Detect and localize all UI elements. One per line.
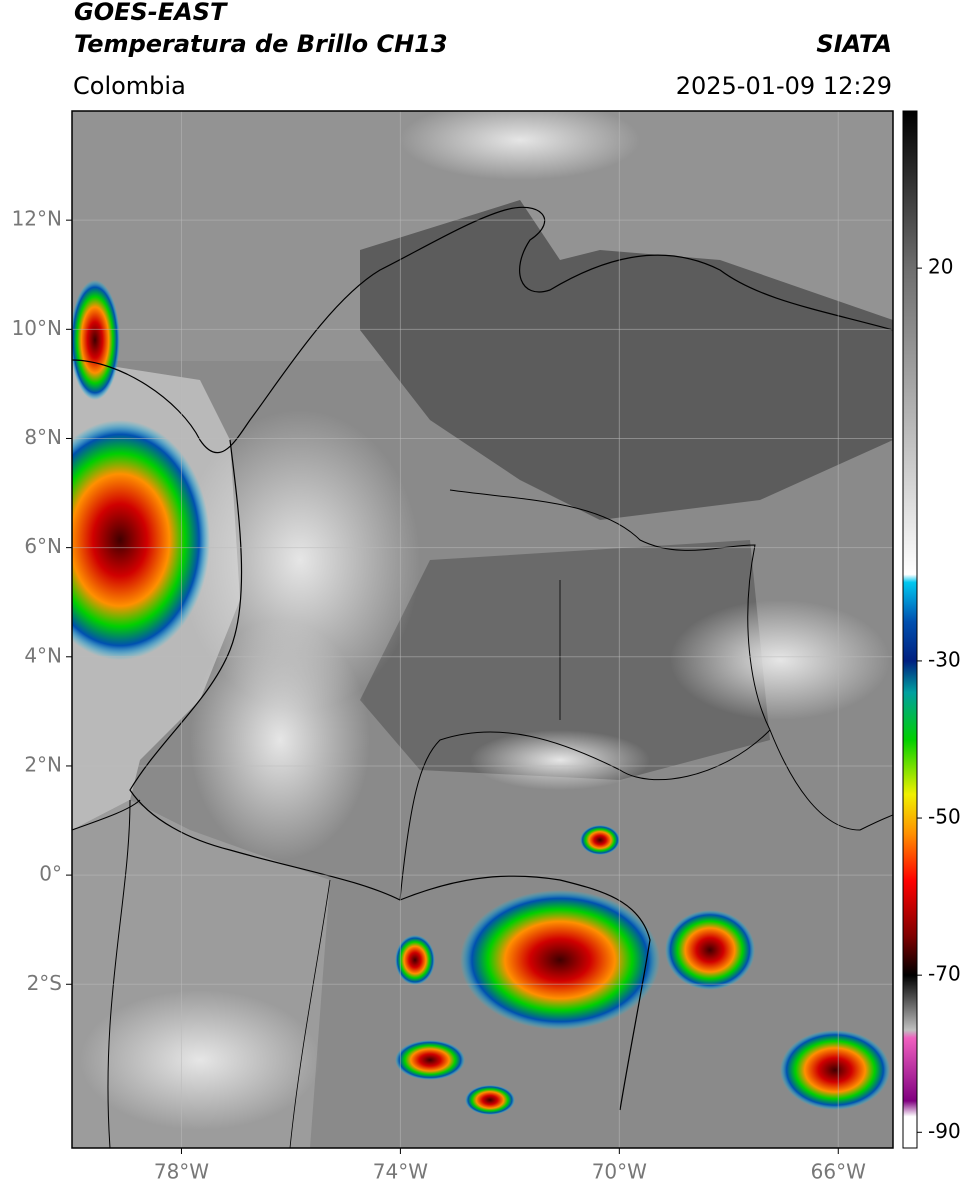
satellite: GOES-EAST [74,0,228,26]
y-tick-label: 2°S [27,971,62,995]
colorbar-tick-label: -30 [928,647,961,671]
y-tick-label: 4°N [24,643,62,667]
grid [72,111,893,1148]
y-tick-label: 8°N [24,425,62,449]
y-tick-label: 6°N [24,534,62,558]
y-tick-label: 10°N [12,316,62,340]
x-tick-label: 78°W [154,1160,209,1184]
source: SIATA [816,30,892,58]
datetime: 2025-01-09 12:29 [676,72,892,100]
y-tick-label: 12°N [12,207,62,231]
colorbar [902,110,918,1149]
colorbar-tick-label: -70 [928,962,961,986]
colorbar-tick-label: -90 [928,1119,961,1143]
region: Colombia [73,72,186,100]
colorbar-tick-label: 20 [928,255,953,279]
product: Temperatura de Brillo CH13 [74,30,448,58]
x-tick-label: 74°W [373,1160,428,1184]
colorbar-tick-label: -50 [928,805,961,829]
map-frame [71,110,894,1149]
x-tick-label: 66°W [811,1160,866,1184]
y-tick-label: 0° [39,862,62,886]
x-tick-label: 70°W [592,1160,647,1184]
satellite-image [72,111,893,1148]
y-tick-label: 2°N [24,752,62,776]
